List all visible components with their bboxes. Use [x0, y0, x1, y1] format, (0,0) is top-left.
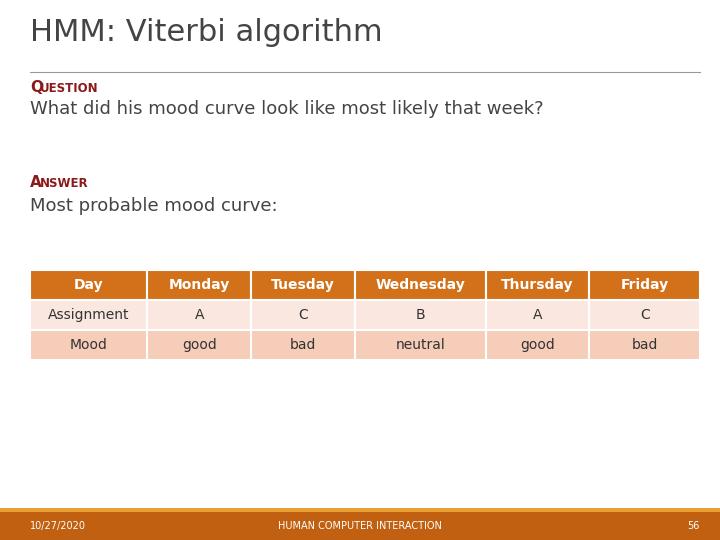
- Text: Monday: Monday: [168, 278, 230, 292]
- Text: Most probable mood curve:: Most probable mood curve:: [30, 197, 278, 215]
- Bar: [30, 330, 148, 360]
- Text: good: good: [520, 338, 555, 352]
- Text: neutral: neutral: [395, 338, 445, 352]
- Bar: [30, 270, 148, 300]
- Bar: [355, 270, 485, 300]
- Text: HMM: Viterbi algorithm: HMM: Viterbi algorithm: [30, 18, 382, 47]
- Bar: [355, 330, 485, 360]
- Text: good: good: [181, 338, 217, 352]
- Text: A: A: [194, 308, 204, 322]
- Bar: [355, 300, 485, 330]
- Bar: [148, 270, 251, 300]
- Bar: [0, 508, 720, 512]
- Bar: [251, 330, 355, 360]
- Bar: [590, 330, 700, 360]
- Bar: [251, 300, 355, 330]
- Bar: [30, 300, 148, 330]
- Text: Mood: Mood: [70, 338, 107, 352]
- Text: UESTION: UESTION: [40, 82, 99, 95]
- Text: Q: Q: [30, 80, 43, 95]
- Text: What did his mood curve look like most likely that week?: What did his mood curve look like most l…: [30, 100, 544, 118]
- Text: Assignment: Assignment: [48, 308, 130, 322]
- Text: 56: 56: [688, 521, 700, 531]
- Text: A: A: [30, 175, 42, 190]
- Bar: [148, 300, 251, 330]
- Text: Thursday: Thursday: [501, 278, 574, 292]
- Text: B: B: [415, 308, 425, 322]
- Bar: [590, 270, 700, 300]
- Bar: [485, 270, 590, 300]
- Text: Wednesday: Wednesday: [375, 278, 465, 292]
- Bar: [590, 300, 700, 330]
- Text: 10/27/2020: 10/27/2020: [30, 521, 86, 531]
- Text: C: C: [640, 308, 649, 322]
- Text: A: A: [533, 308, 542, 322]
- Bar: [485, 300, 590, 330]
- Text: Day: Day: [74, 278, 104, 292]
- Text: bad: bad: [290, 338, 316, 352]
- Text: Friday: Friday: [621, 278, 669, 292]
- Text: C: C: [298, 308, 308, 322]
- Text: bad: bad: [631, 338, 658, 352]
- Bar: [148, 330, 251, 360]
- Bar: [251, 270, 355, 300]
- Text: Tuesday: Tuesday: [271, 278, 335, 292]
- Bar: [485, 330, 590, 360]
- Bar: [0, 512, 720, 540]
- Text: HUMAN COMPUTER INTERACTION: HUMAN COMPUTER INTERACTION: [278, 521, 442, 531]
- Text: NSWER: NSWER: [40, 177, 89, 190]
